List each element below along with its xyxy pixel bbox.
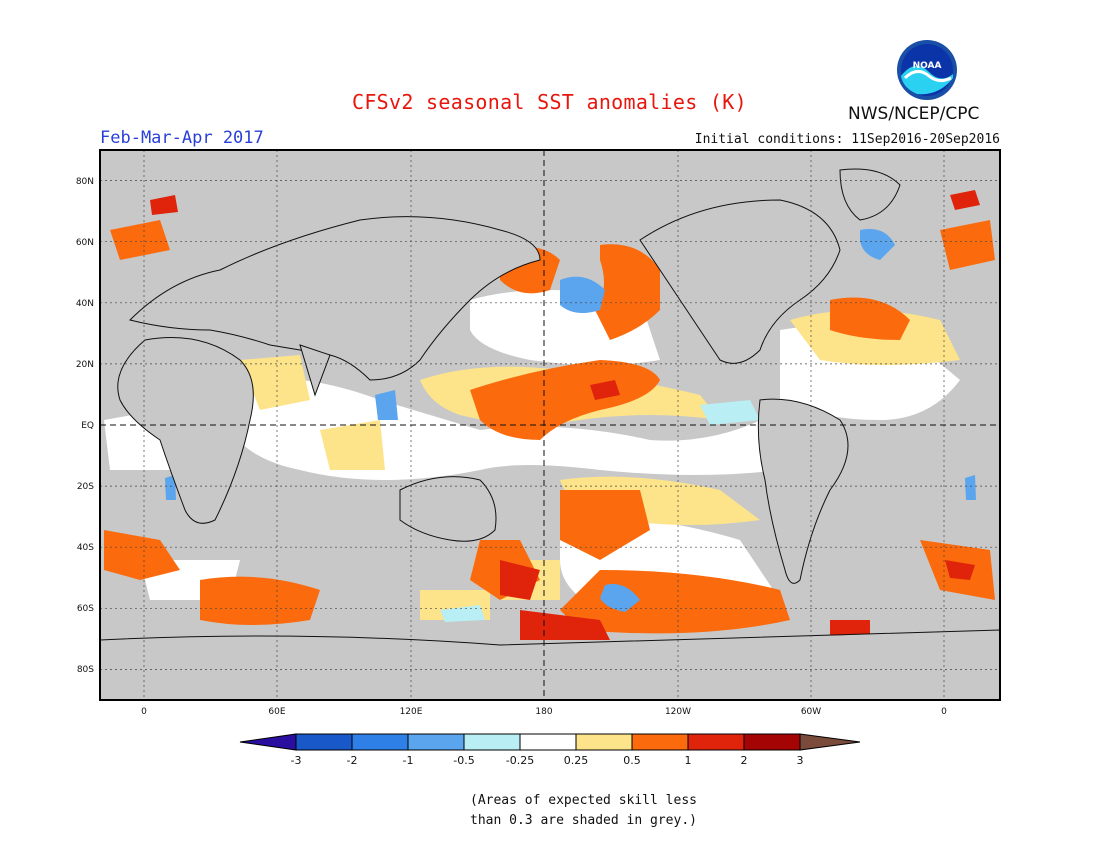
season-label: Feb-Mar-Apr 2017	[100, 128, 264, 148]
lon-label: 60E	[268, 707, 285, 717]
lat-label: EQ	[81, 421, 94, 431]
lon-label: 0	[141, 707, 147, 717]
colorbar-tick: 0.5	[623, 754, 641, 767]
colorbar-swatch	[519, 733, 577, 751]
footnote-line: (Areas of expected skill less	[470, 793, 697, 808]
colorbar-tick: -2	[347, 754, 358, 767]
colorbar	[239, 733, 861, 751]
lat-label: 80S	[77, 665, 94, 675]
lat-label: 20S	[77, 482, 94, 492]
equator-dateline-lines	[100, 150, 1000, 700]
colorbar-tick: -0.25	[506, 754, 534, 767]
continents	[100, 168, 1000, 700]
colorbar-tick: -0.5	[453, 754, 474, 767]
logo-text: NOAA	[913, 61, 942, 71]
colorbar-tick: 1	[685, 754, 692, 767]
colorbar-swatch	[631, 733, 689, 751]
anomaly-negative	[165, 229, 976, 612]
lon-label: 120W	[665, 707, 691, 717]
colorbar-low-arrow	[239, 733, 297, 751]
anomaly-slight-negative	[440, 400, 760, 622]
colorbar-swatch	[743, 733, 801, 751]
colorbar-high-arrow	[799, 733, 861, 751]
colorbar-swatch	[407, 733, 465, 751]
colorbar-swatch	[351, 733, 409, 751]
colorbar-swatch	[575, 733, 633, 751]
colorbar-swatch	[463, 733, 521, 751]
map-frame	[99, 149, 1001, 701]
colorbar-tick: 2	[741, 754, 748, 767]
lat-label: 20N	[76, 360, 94, 370]
lon-label: 0	[941, 707, 947, 717]
longitude-axis: 0 60E 120E 180 120W 60W 0	[141, 707, 947, 717]
colorbar-swatch	[295, 733, 353, 751]
anomaly-1-2	[150, 190, 980, 640]
lat-label: 40N	[76, 299, 94, 309]
lat-label: 60N	[76, 238, 94, 248]
lon-label: 120E	[400, 707, 423, 717]
footnote-line: than 0.3 are shaded in grey.)	[470, 813, 697, 828]
latitude-axis: 80N 60N 40N 20N EQ 20S 40S 60S 80S	[76, 177, 94, 675]
colorbar-tick: -3	[291, 754, 302, 767]
lon-label: 60W	[801, 707, 821, 717]
initial-conditions-label: Initial conditions: 11Sep2016-20Sep2016	[694, 132, 1000, 147]
colorbar-swatch	[687, 733, 745, 751]
skill-footnote: (Areas of expected skill less than 0.3 a…	[470, 791, 730, 831]
noaa-logo: NOAA	[897, 40, 957, 100]
lat-label: 80N	[76, 177, 94, 187]
colorbar-tick: 0.25	[564, 754, 589, 767]
agency-label: NWS/NCEP/CPC	[848, 104, 980, 124]
lat-label: 40S	[77, 543, 94, 553]
colorbar-tick: -1	[403, 754, 414, 767]
colorbar-tick: 3	[797, 754, 804, 767]
lon-label: 180	[535, 707, 552, 717]
lat-label: 60S	[77, 604, 94, 614]
map-title: CFSv2 seasonal SST anomalies (K)	[352, 90, 747, 114]
colorbar-ticks: -3 -2 -1 -0.5 -0.25 0.25 0.5 1 2 3	[291, 754, 804, 767]
